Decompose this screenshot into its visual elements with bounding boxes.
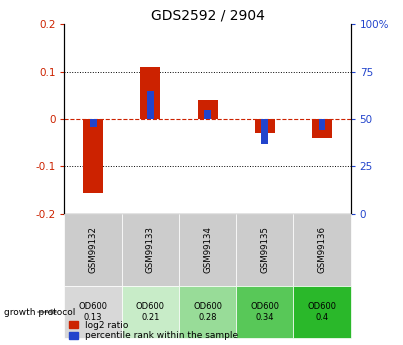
Bar (293, 214, 351, 286)
Bar (140, 67, 160, 119)
Bar (64, 286, 122, 338)
Text: GSM99133: GSM99133 (146, 226, 155, 274)
Bar (312, 119, 332, 138)
Text: growth protocol: growth protocol (4, 307, 75, 316)
Text: GSM99135: GSM99135 (260, 226, 269, 274)
Text: OD600
0.28: OD600 0.28 (193, 302, 222, 322)
Bar (122, 214, 179, 286)
Bar (179, 214, 236, 286)
Text: OD600
0.21: OD600 0.21 (136, 302, 165, 322)
Bar (122, 286, 179, 338)
Bar (236, 286, 293, 338)
Text: GSM99134: GSM99134 (203, 226, 212, 274)
Text: GSM99136: GSM99136 (318, 226, 326, 274)
Bar (204, 109, 211, 119)
Bar (179, 286, 236, 338)
Text: OD600
0.13: OD600 0.13 (79, 302, 108, 322)
Bar (236, 214, 293, 286)
Bar (255, 119, 275, 133)
Bar (147, 90, 154, 119)
Bar (318, 119, 326, 130)
Bar (197, 100, 218, 119)
Bar (64, 214, 122, 286)
Bar (293, 286, 351, 338)
Title: GDS2592 / 2904: GDS2592 / 2904 (151, 9, 264, 23)
Legend: log2 ratio, percentile rank within the sample: log2 ratio, percentile rank within the s… (69, 321, 238, 341)
Bar (83, 119, 103, 193)
Text: GSM99132: GSM99132 (89, 226, 98, 274)
Bar (89, 119, 97, 127)
Text: OD600
0.4: OD600 0.4 (307, 302, 337, 322)
Bar (261, 119, 268, 144)
Text: OD600
0.34: OD600 0.34 (250, 302, 279, 322)
